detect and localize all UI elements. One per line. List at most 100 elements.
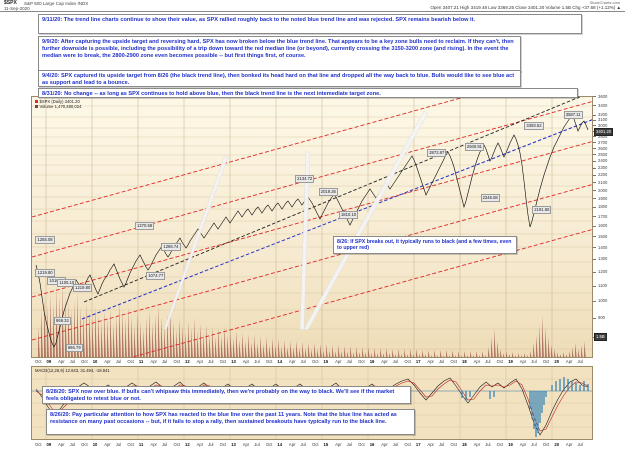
x-tick-main: 12 xyxy=(185,359,190,364)
x-tick-bottom: 17 xyxy=(415,442,421,447)
x-tick-bottom: Jul xyxy=(254,442,260,447)
price-peak-label: 2872.87 xyxy=(427,148,447,157)
price-tick-mark xyxy=(593,114,596,116)
ticker-symbol: $SPX xyxy=(4,0,17,6)
note-8-26-20[interactable]: 8/26/20: Pay particular attention to how… xyxy=(46,409,415,435)
price-peak-label: 2940.91 xyxy=(464,142,484,151)
x-axis-main: Oct 09 Apr Jul Oct 10 Apr Jul Oct 11 Apr Jul Oct 12 Ap… xyxy=(31,358,593,366)
note-8-28-20[interactable]: 8/28/20: SPX now over blue. If bulls can… xyxy=(42,386,411,404)
legend-swatch-volume xyxy=(35,105,38,109)
x-tick-bottom: 10 xyxy=(92,442,98,447)
price-tick-label-right: 1700 xyxy=(598,213,608,219)
x-tick-bottom: Apr xyxy=(381,442,388,447)
x-tick-bottom: Apr xyxy=(427,442,434,447)
price-tick-mark xyxy=(593,125,596,127)
x-tick-main: Jul xyxy=(346,359,352,364)
x-tick-main: 18 xyxy=(462,359,467,364)
x-tick-bottom: Apr xyxy=(242,442,250,447)
chart-header: $SPX S&P 500 Large Cap Index INDX 11-Sep… xyxy=(0,0,625,12)
x-tick-main: Jul xyxy=(300,359,306,364)
x-tick-main: 17 xyxy=(415,359,421,364)
price-peak-label: 1266.74 xyxy=(161,242,181,251)
x-tick-main: 15 xyxy=(323,359,329,364)
spx-price-series xyxy=(35,114,589,348)
price-tick-mark xyxy=(593,174,596,176)
note-9-4-20[interactable]: 9/4/20: SPX captured its upside target f… xyxy=(38,70,521,87)
price-tick-label-right: 2700 xyxy=(598,139,608,145)
price-tick-label-right: 2000 xyxy=(598,187,608,193)
blue-trendline xyxy=(81,119,592,320)
x-tick-main: Apr xyxy=(565,359,573,364)
legend-macd: MACD(12,26,9) 12.643, 31.494, -18.841 xyxy=(35,368,110,373)
legend-price: $SPX (Daily) 3401.20 xyxy=(35,99,80,104)
x-tick-bottom: Jul xyxy=(531,442,537,447)
price-tick-mark xyxy=(593,136,596,138)
price-tick-label-right: 3600 xyxy=(598,93,608,99)
x-tick-bottom: Apr xyxy=(58,442,65,447)
x-tick-main: Jul xyxy=(254,359,260,364)
note-8-26-breakout[interactable]: 8/26: If SPX breaks out, it typically ru… xyxy=(333,236,517,254)
x-tick-main: Apr xyxy=(519,359,527,364)
price-tick-mark xyxy=(593,198,596,200)
x-tick-bottom: Oct xyxy=(404,442,411,447)
price-tick-mark xyxy=(593,154,596,156)
x-tick-main: Jul xyxy=(115,359,122,364)
price-peak-label: 1219.80 xyxy=(73,284,93,293)
right-price-axis: 3600340032003100300029002800270026002500… xyxy=(593,93,625,358)
price-tick-label-right: 1400 xyxy=(598,244,608,250)
x-tick-bottom: Oct xyxy=(173,442,181,447)
price-tick-mark xyxy=(593,142,596,144)
x-tick-main: 19 xyxy=(508,359,513,364)
price-tick-mark xyxy=(593,96,596,97)
x-tick-main: 13 xyxy=(231,359,236,364)
price-tick-mark xyxy=(593,247,596,249)
price-tick-label-right: 2500 xyxy=(598,151,608,157)
x-tick-bottom: Apr xyxy=(473,442,481,447)
price-tick-label-right: 3200 xyxy=(598,112,608,118)
price-tick-label-right: 2100 xyxy=(598,179,608,185)
price-peak-label: 1255.08 xyxy=(35,236,55,245)
price-tick-label-right: 2200 xyxy=(598,172,608,178)
x-tick-main: 11 xyxy=(138,359,144,364)
price-tick-label-right: 3100 xyxy=(598,117,608,123)
x-tick-bottom: Jul xyxy=(115,442,122,447)
legend-swatch-price xyxy=(35,100,38,104)
price-tick-label-right: 2300 xyxy=(598,165,608,171)
price-chart-svg xyxy=(32,97,592,357)
current-price-tag: 3401.20 xyxy=(594,128,614,136)
price-tick-label-right: 1600 xyxy=(598,223,608,229)
price-peak-label: 1370.58 xyxy=(134,221,155,230)
price-peak-label: 2346.58 xyxy=(480,194,500,203)
x-tick-main: 09 xyxy=(46,359,52,364)
price-tick-label-right: 2400 xyxy=(598,158,608,164)
price-tick-mark xyxy=(593,167,596,169)
x-tick-bottom: 15 xyxy=(323,442,329,447)
note-8-31-20[interactable]: 8/31/20: No change -- as long as SPX con… xyxy=(38,88,578,98)
x-tick-main: Apr xyxy=(427,359,434,364)
x-tick-main: Apr xyxy=(104,359,111,364)
x-tick-bottom: Oct xyxy=(219,442,227,447)
price-peak-label: 1074.77 xyxy=(146,272,166,281)
price-tick-mark xyxy=(593,190,596,192)
note-9-9-20[interactable]: 9/9/20: After capturing the upside targe… xyxy=(38,36,521,72)
note-9-11-20[interactable]: 9/11/20: The trend line charts continue … xyxy=(38,14,582,34)
x-tick-main: Apr xyxy=(335,359,342,364)
x-tick-bottom: Jul xyxy=(69,442,75,447)
x-tick-bottom: 14 xyxy=(277,442,283,447)
stockcharts-credit: StockCharts.com xyxy=(589,0,620,5)
x-tick-bottom: Apr xyxy=(288,442,296,447)
x-tick-bottom: Oct xyxy=(81,442,88,447)
price-tick-label-right: 1200 xyxy=(598,269,608,275)
price-tick-mark xyxy=(593,225,596,227)
x-tick-main: Oct xyxy=(35,359,42,364)
price-chart-panel[interactable]: $SPX (Daily) 3401.20 Volume 1,470,480,02… xyxy=(31,96,593,358)
x-tick-main: Oct xyxy=(219,359,227,364)
x-tick-main: Oct xyxy=(358,359,365,364)
x-tick-bottom: Jul xyxy=(300,442,306,447)
x-tick-bottom: 11 xyxy=(138,442,144,447)
price-tick-mark xyxy=(593,258,596,260)
x-tick-main: Oct xyxy=(127,359,134,364)
x-tick-main: Apr xyxy=(150,359,157,364)
macd-histogram xyxy=(461,377,589,437)
price-tick-label-right: 3400 xyxy=(598,102,608,108)
